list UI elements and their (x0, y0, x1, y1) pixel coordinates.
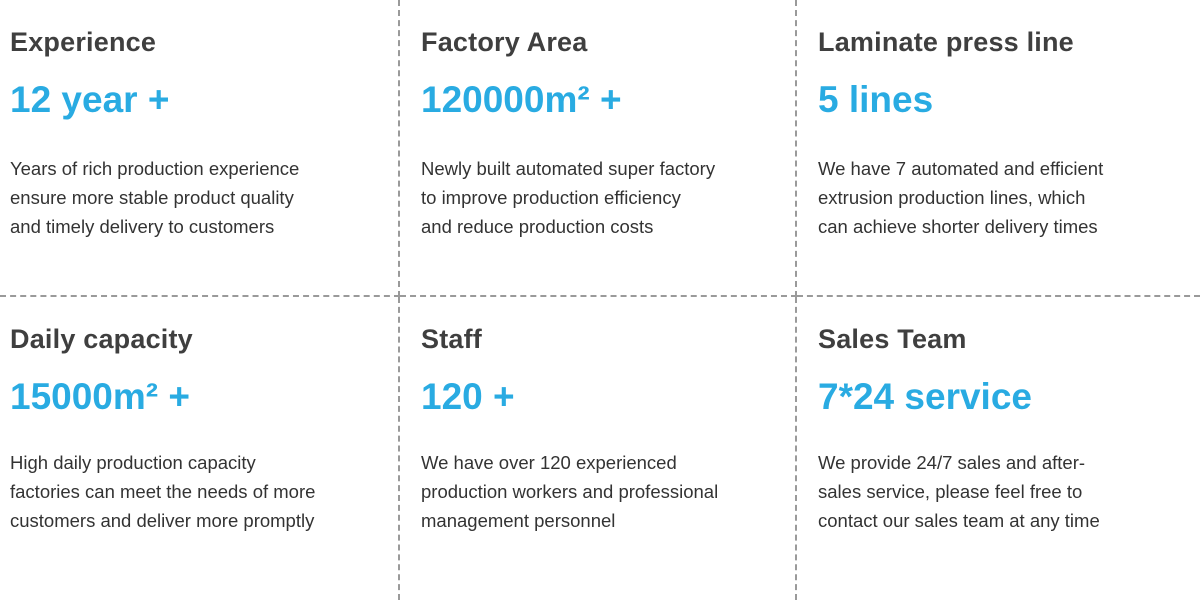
stat-title: Laminate press line (818, 27, 1074, 57)
stat-value: 12 year + (10, 79, 170, 121)
stat-description: Newly built automated super factory to i… (421, 157, 716, 237)
stat-description: We have 7 automated and efficient extrus… (818, 157, 1104, 237)
stat-value: 120000m² + (421, 79, 622, 121)
stat-description: High daily production capacity factories… (10, 451, 316, 531)
stat-card-staff: Staff 120 + We have over 120 experienced… (400, 297, 797, 600)
stat-title: Sales Team (818, 324, 967, 354)
stat-value: 15000m² + (10, 376, 190, 418)
stat-card-daily-capacity: Daily capacity 15000m² + High daily prod… (0, 297, 400, 600)
stat-description: We have over 120 experienced production … (421, 451, 719, 531)
stat-description: We provide 24/7 sales and after- sales s… (818, 451, 1100, 531)
stat-value: 120 + (421, 376, 515, 418)
stat-title: Daily capacity (10, 324, 193, 354)
stat-card-laminate-press-line: Laminate press line 5 lines We have 7 au… (797, 0, 1200, 297)
stat-description: Years of rich production experience ensu… (10, 157, 300, 237)
stat-card-factory-area: Factory Area 120000m² + Newly built auto… (400, 0, 797, 297)
stat-title: Experience (10, 27, 157, 57)
stat-title: Factory Area (421, 27, 588, 57)
stat-value: 5 lines (818, 79, 934, 121)
stat-card-sales-team: Sales Team 7*24 service We provide 24/7 … (797, 297, 1200, 600)
stat-card-experience: Experience 12 year + Years of rich produ… (0, 0, 400, 297)
stat-value: 7*24 service (818, 376, 1032, 418)
stat-title: Staff (421, 324, 482, 354)
